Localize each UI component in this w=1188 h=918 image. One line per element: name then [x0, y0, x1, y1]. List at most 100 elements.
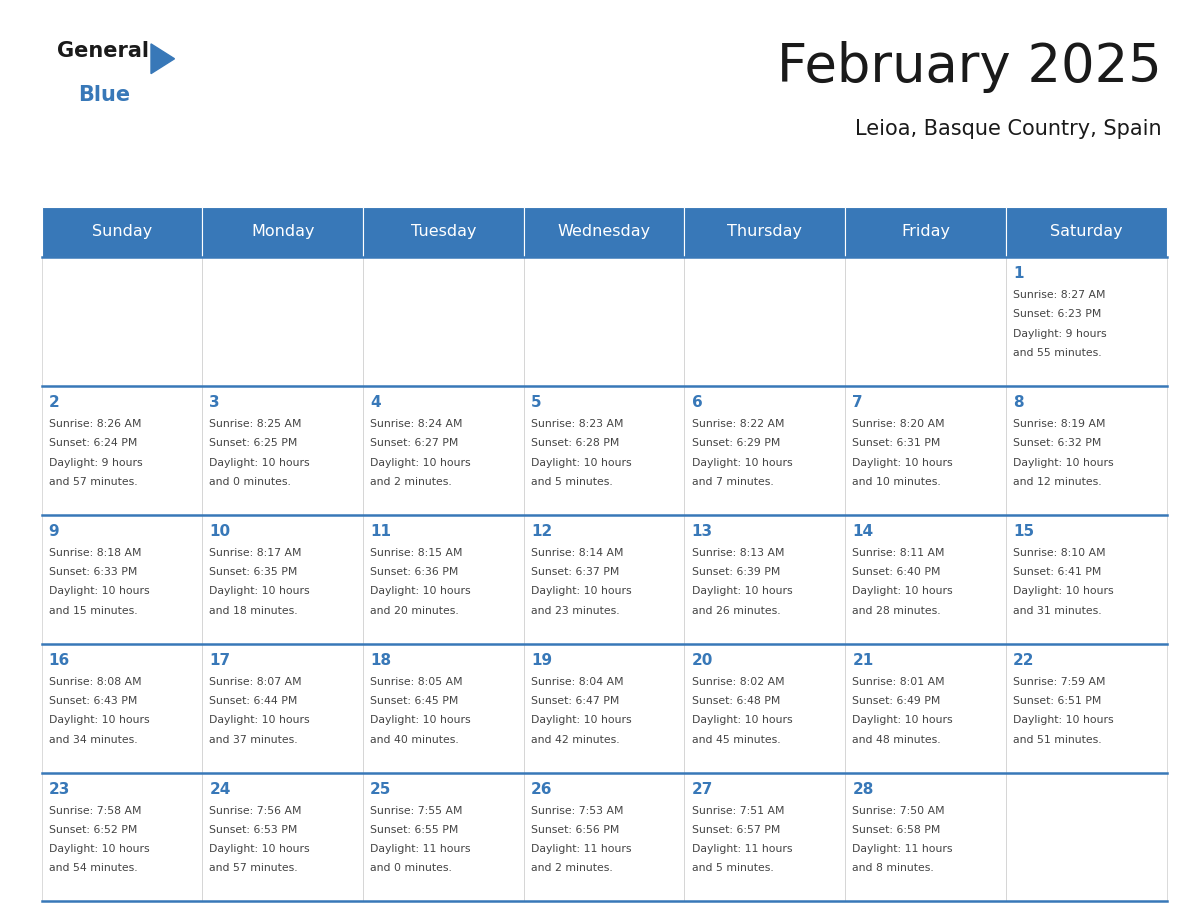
Text: Sunset: 6:32 PM: Sunset: 6:32 PM: [1013, 438, 1101, 448]
Text: 21: 21: [852, 653, 873, 668]
Text: Sunset: 6:35 PM: Sunset: 6:35 PM: [209, 567, 298, 577]
Text: Daylight: 10 hours: Daylight: 10 hours: [209, 587, 310, 597]
Text: Sunrise: 7:56 AM: Sunrise: 7:56 AM: [209, 806, 302, 815]
Text: Daylight: 10 hours: Daylight: 10 hours: [209, 845, 310, 854]
Text: Sunrise: 8:07 AM: Sunrise: 8:07 AM: [209, 677, 302, 687]
Text: Daylight: 11 hours: Daylight: 11 hours: [691, 845, 792, 854]
Text: Sunset: 6:43 PM: Sunset: 6:43 PM: [49, 696, 137, 706]
Text: and 10 minutes.: and 10 minutes.: [852, 476, 941, 487]
Text: 5: 5: [531, 395, 542, 410]
Text: Daylight: 10 hours: Daylight: 10 hours: [49, 587, 150, 597]
Text: 1: 1: [1013, 266, 1024, 281]
Text: Daylight: 10 hours: Daylight: 10 hours: [49, 845, 150, 854]
Text: 26: 26: [531, 782, 552, 797]
Text: Sunset: 6:41 PM: Sunset: 6:41 PM: [1013, 567, 1101, 577]
Text: Sunrise: 8:26 AM: Sunrise: 8:26 AM: [49, 419, 141, 429]
Text: and 12 minutes.: and 12 minutes.: [1013, 476, 1101, 487]
Text: Daylight: 10 hours: Daylight: 10 hours: [531, 457, 632, 467]
Text: Sunset: 6:27 PM: Sunset: 6:27 PM: [371, 438, 459, 448]
Text: and 0 minutes.: and 0 minutes.: [209, 476, 291, 487]
Text: Tuesday: Tuesday: [411, 224, 476, 240]
Text: 17: 17: [209, 653, 230, 668]
Text: 25: 25: [371, 782, 392, 797]
Text: Thursday: Thursday: [727, 224, 802, 240]
Text: Daylight: 9 hours: Daylight: 9 hours: [1013, 329, 1107, 339]
Text: Daylight: 11 hours: Daylight: 11 hours: [852, 845, 953, 854]
Text: Sunrise: 7:59 AM: Sunrise: 7:59 AM: [1013, 677, 1106, 687]
Text: Sunrise: 8:25 AM: Sunrise: 8:25 AM: [209, 419, 302, 429]
Text: Sunday: Sunday: [91, 224, 152, 240]
Text: Sunrise: 8:11 AM: Sunrise: 8:11 AM: [852, 548, 944, 558]
Text: and 40 minutes.: and 40 minutes.: [371, 734, 459, 744]
Text: 16: 16: [49, 653, 70, 668]
Text: 8: 8: [1013, 395, 1024, 410]
Text: 7: 7: [852, 395, 862, 410]
Text: Daylight: 10 hours: Daylight: 10 hours: [1013, 587, 1113, 597]
Text: Sunrise: 8:27 AM: Sunrise: 8:27 AM: [1013, 290, 1106, 300]
Text: Sunset: 6:40 PM: Sunset: 6:40 PM: [852, 567, 941, 577]
Text: and 15 minutes.: and 15 minutes.: [49, 606, 138, 616]
Text: Blue: Blue: [78, 85, 131, 106]
Text: Sunrise: 8:10 AM: Sunrise: 8:10 AM: [1013, 548, 1106, 558]
Text: and 18 minutes.: and 18 minutes.: [209, 606, 298, 616]
Text: Daylight: 9 hours: Daylight: 9 hours: [49, 457, 143, 467]
Text: 14: 14: [852, 524, 873, 539]
Text: Sunset: 6:49 PM: Sunset: 6:49 PM: [852, 696, 941, 706]
Text: and 45 minutes.: and 45 minutes.: [691, 734, 781, 744]
Text: Sunrise: 8:22 AM: Sunrise: 8:22 AM: [691, 419, 784, 429]
Text: and 0 minutes.: and 0 minutes.: [371, 864, 451, 873]
Text: Daylight: 11 hours: Daylight: 11 hours: [371, 845, 470, 854]
Text: Sunset: 6:51 PM: Sunset: 6:51 PM: [1013, 696, 1101, 706]
Text: Sunrise: 8:24 AM: Sunrise: 8:24 AM: [371, 419, 462, 429]
Text: Sunrise: 8:04 AM: Sunrise: 8:04 AM: [531, 677, 624, 687]
Text: Leioa, Basque Country, Spain: Leioa, Basque Country, Spain: [855, 119, 1162, 140]
Text: and 48 minutes.: and 48 minutes.: [852, 734, 941, 744]
Text: Sunrise: 7:51 AM: Sunrise: 7:51 AM: [691, 806, 784, 815]
Text: Sunset: 6:52 PM: Sunset: 6:52 PM: [49, 825, 137, 834]
Text: Sunset: 6:33 PM: Sunset: 6:33 PM: [49, 567, 137, 577]
Text: 2: 2: [49, 395, 59, 410]
Text: and 34 minutes.: and 34 minutes.: [49, 734, 138, 744]
Text: Sunset: 6:44 PM: Sunset: 6:44 PM: [209, 696, 298, 706]
Text: Sunset: 6:23 PM: Sunset: 6:23 PM: [1013, 309, 1101, 319]
Text: Daylight: 10 hours: Daylight: 10 hours: [852, 715, 953, 725]
Text: Daylight: 10 hours: Daylight: 10 hours: [852, 457, 953, 467]
Text: Friday: Friday: [901, 224, 950, 240]
Text: and 8 minutes.: and 8 minutes.: [852, 864, 934, 873]
Text: Daylight: 10 hours: Daylight: 10 hours: [371, 715, 470, 725]
Text: 4: 4: [371, 395, 381, 410]
Text: 9: 9: [49, 524, 59, 539]
Text: and 26 minutes.: and 26 minutes.: [691, 606, 781, 616]
Text: Saturday: Saturday: [1050, 224, 1123, 240]
Text: Sunset: 6:39 PM: Sunset: 6:39 PM: [691, 567, 781, 577]
Text: and 57 minutes.: and 57 minutes.: [49, 476, 138, 487]
Text: February 2025: February 2025: [777, 41, 1162, 94]
Text: and 28 minutes.: and 28 minutes.: [852, 606, 941, 616]
Text: Sunset: 6:28 PM: Sunset: 6:28 PM: [531, 438, 619, 448]
Text: 15: 15: [1013, 524, 1034, 539]
Text: Sunrise: 8:15 AM: Sunrise: 8:15 AM: [371, 548, 462, 558]
Text: Sunset: 6:58 PM: Sunset: 6:58 PM: [852, 825, 941, 834]
Text: Daylight: 10 hours: Daylight: 10 hours: [852, 587, 953, 597]
Text: 19: 19: [531, 653, 552, 668]
Text: Sunset: 6:56 PM: Sunset: 6:56 PM: [531, 825, 619, 834]
Text: Sunset: 6:25 PM: Sunset: 6:25 PM: [209, 438, 298, 448]
Text: General: General: [57, 41, 148, 62]
Text: Daylight: 10 hours: Daylight: 10 hours: [371, 587, 470, 597]
Text: Monday: Monday: [251, 224, 315, 240]
Text: Sunrise: 8:20 AM: Sunrise: 8:20 AM: [852, 419, 944, 429]
Text: Sunrise: 7:50 AM: Sunrise: 7:50 AM: [852, 806, 944, 815]
Text: 20: 20: [691, 653, 713, 668]
Text: Daylight: 10 hours: Daylight: 10 hours: [49, 715, 150, 725]
Text: 3: 3: [209, 395, 220, 410]
Text: 27: 27: [691, 782, 713, 797]
Text: and 42 minutes.: and 42 minutes.: [531, 734, 619, 744]
Text: Sunrise: 7:58 AM: Sunrise: 7:58 AM: [49, 806, 141, 815]
Text: Sunrise: 8:14 AM: Sunrise: 8:14 AM: [531, 548, 624, 558]
Text: Sunrise: 7:55 AM: Sunrise: 7:55 AM: [371, 806, 462, 815]
Text: 28: 28: [852, 782, 873, 797]
Text: Sunrise: 8:13 AM: Sunrise: 8:13 AM: [691, 548, 784, 558]
Text: 12: 12: [531, 524, 552, 539]
Text: Daylight: 10 hours: Daylight: 10 hours: [1013, 457, 1113, 467]
Text: Sunrise: 8:02 AM: Sunrise: 8:02 AM: [691, 677, 784, 687]
